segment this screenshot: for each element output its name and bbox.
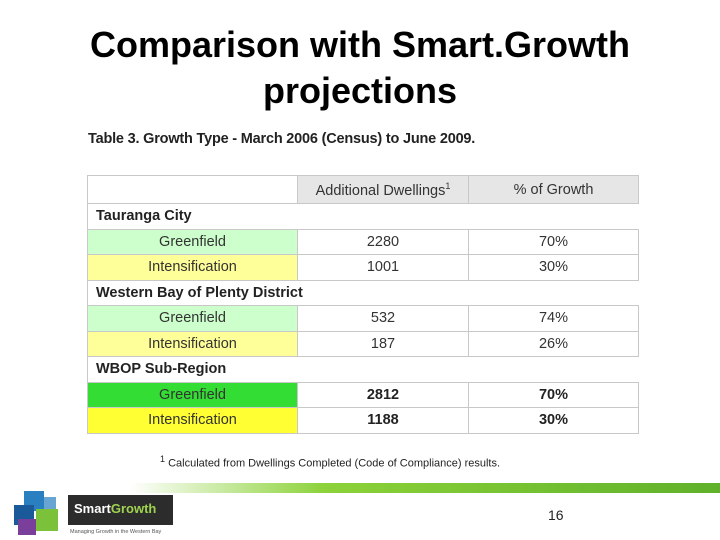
- table-row: Intensification 1188 30%: [87, 407, 639, 434]
- table-row: Greenfield 2280 70%: [87, 228, 639, 255]
- row-percent: 26%: [468, 330, 639, 357]
- table-row: Greenfield 2812 70%: [87, 381, 639, 408]
- growth-table: Additional Dwellings1 % of Growth Tauran…: [87, 175, 639, 434]
- header-percent: % of Growth: [468, 175, 639, 204]
- table-header-row: Additional Dwellings1 % of Growth: [87, 175, 639, 204]
- row-label: Intensification: [87, 330, 298, 357]
- row-percent: 70%: [468, 228, 639, 255]
- header-superscript: 1: [445, 180, 451, 191]
- row-dwellings: 2812: [297, 381, 469, 408]
- logo-tagline: Managing Growth in the Western Bay: [70, 529, 162, 535]
- slide-title: Comparison with Smart.Growth projections: [0, 22, 720, 114]
- logo-name-box: [68, 495, 173, 525]
- footnote-marker: 1: [160, 454, 166, 464]
- row-label: Greenfield: [87, 305, 298, 332]
- header-blank-cell: [87, 175, 298, 204]
- table-caption: Table 3. Growth Type - March 2006 (Censu…: [88, 131, 476, 147]
- row-dwellings: 187: [297, 330, 469, 357]
- group-name: Western Bay of Plenty District: [87, 279, 639, 306]
- row-label: Greenfield: [87, 228, 298, 255]
- table-row: Greenfield 532 74%: [87, 305, 639, 332]
- row-dwellings: 2280: [297, 228, 469, 255]
- slide-title-line1: Comparison with Smart.Growth: [89, 24, 631, 65]
- footer-gradient-bar: [0, 483, 720, 493]
- table-row: Intensification 1001 30%: [87, 254, 639, 281]
- table-row: Intensification 187 26%: [87, 330, 639, 357]
- logo-name: SmartGrowth: [74, 501, 157, 516]
- row-percent: 30%: [468, 254, 639, 281]
- group-name: Tauranga City: [87, 203, 639, 230]
- group-row-tauranga: Tauranga City: [87, 203, 639, 230]
- footer-band: SmartGrowth Managing Growth in the Weste…: [0, 483, 720, 540]
- page-number: 16: [548, 507, 564, 523]
- group-row-wbop-district: Western Bay of Plenty District: [87, 279, 639, 306]
- row-percent: 74%: [468, 305, 639, 332]
- smartgrowth-logo: SmartGrowth Managing Growth in the Weste…: [10, 489, 175, 537]
- group-row-wbop-subregion: WBOP Sub-Region: [87, 356, 639, 383]
- row-label: Intensification: [87, 407, 298, 434]
- group-name: WBOP Sub-Region: [87, 356, 639, 383]
- row-label: Intensification: [87, 254, 298, 281]
- row-label: Greenfield: [87, 381, 298, 408]
- cubes-icon: [14, 491, 58, 535]
- header-dwellings: Additional Dwellings1: [297, 175, 469, 204]
- row-percent: 30%: [468, 407, 639, 434]
- row-dwellings: 532: [297, 305, 469, 332]
- slide-title-line2: projections: [262, 70, 458, 111]
- table-footnote: 1 Calculated from Dwellings Completed (C…: [160, 454, 501, 470]
- row-percent: 70%: [468, 381, 639, 408]
- row-dwellings: 1001: [297, 254, 469, 281]
- row-dwellings: 1188: [297, 407, 469, 434]
